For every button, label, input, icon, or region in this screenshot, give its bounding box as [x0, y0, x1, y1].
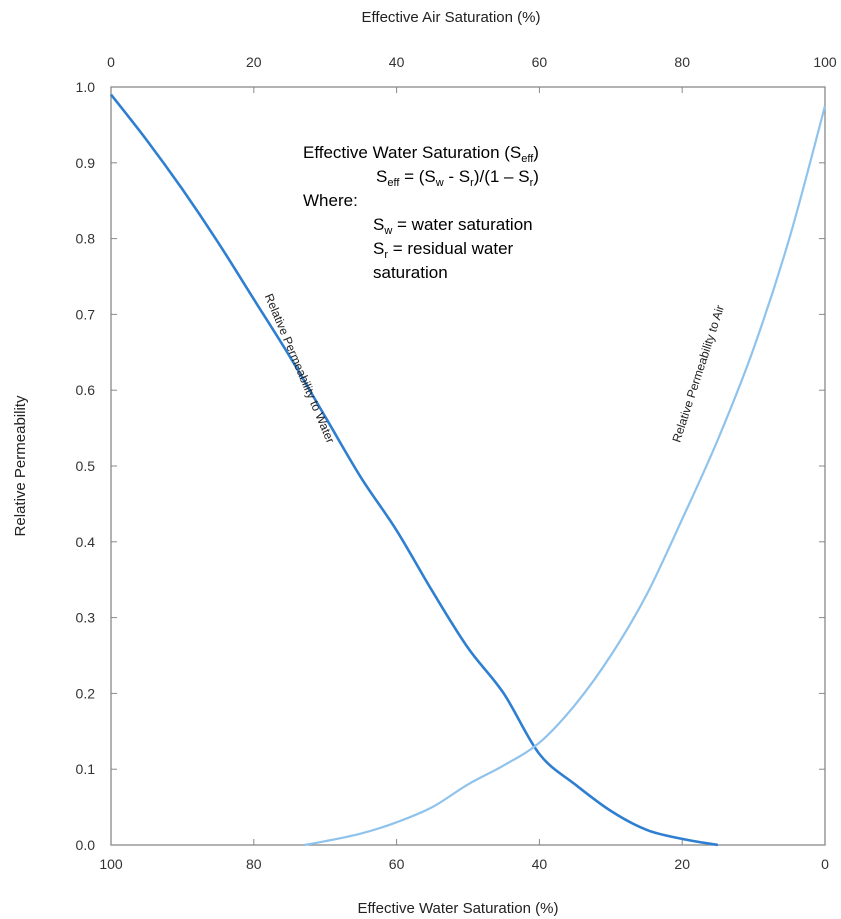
water-permeability-curve [109, 93, 719, 847]
annotation-sr-definition: Sr = residual water [373, 239, 514, 261]
y-tick-label: 1.0 [76, 79, 96, 95]
annotation-sw-definition: Sw = water saturation [373, 215, 533, 237]
y-tick-label: 0.8 [76, 231, 96, 247]
water-curve-label: Relative Permeability to Water [262, 292, 338, 446]
annotation-where: Where: [303, 191, 358, 210]
y-axis-title: Relative Permeability [12, 395, 29, 536]
x-top-tick-label: 80 [674, 54, 690, 70]
x-top-tick-label: 40 [389, 54, 405, 70]
y-tick-label: 0.4 [76, 534, 96, 550]
chart-series [109, 93, 827, 847]
y-tick-label: 0.2 [76, 685, 96, 701]
y-tick-label: 0.3 [76, 610, 96, 626]
x-axis-bottom-ticks: 100 80 60 40 20 0 [99, 839, 829, 872]
air-curve-label: Relative Permeability to Air [669, 303, 727, 444]
annotation-line-2: Seff = (Sw - Sr)/(1 – Sr) [376, 167, 539, 189]
x-bottom-tick-label: 100 [99, 856, 123, 872]
y-tick-label: 0.9 [76, 155, 96, 171]
x-top-tick-label: 100 [813, 54, 837, 70]
x-axis-top-ticks: 0 20 40 60 80 100 [107, 54, 837, 93]
y-tick-label: 0.0 [76, 837, 96, 853]
x-axis-bottom-title: Effective Water Saturation (%) [358, 900, 559, 917]
y-tick-label: 0.5 [76, 458, 96, 474]
x-bottom-tick-label: 80 [246, 856, 262, 872]
y-tick-label: 0.6 [76, 382, 96, 398]
x-bottom-tick-label: 20 [674, 856, 690, 872]
air-permeability-curve [303, 105, 827, 847]
y-axis-ticks: 0.0 0.1 0.2 0.3 0.4 0.5 0.6 0.7 0.8 0.9 1.0 [76, 79, 825, 853]
x-top-tick-label: 60 [532, 54, 548, 70]
y-tick-label: 0.7 [76, 306, 96, 322]
x-top-tick-label: 0 [107, 54, 115, 70]
annotation-sr-definition-cont: saturation [373, 263, 448, 282]
plot-area-frame [110, 86, 826, 846]
annotation-line-1: Effective Water Saturation (Seff) [303, 143, 539, 165]
formula-annotation: Effective Water Saturation (Seff) Seff =… [303, 143, 539, 282]
y-tick-label: 0.1 [76, 761, 96, 777]
x-bottom-tick-label: 60 [389, 856, 405, 872]
x-top-tick-label: 20 [246, 54, 262, 70]
x-bottom-tick-label: 0 [821, 856, 829, 872]
x-bottom-tick-label: 40 [532, 856, 548, 872]
x-axis-top-title: Effective Air Saturation (%) [362, 9, 541, 26]
